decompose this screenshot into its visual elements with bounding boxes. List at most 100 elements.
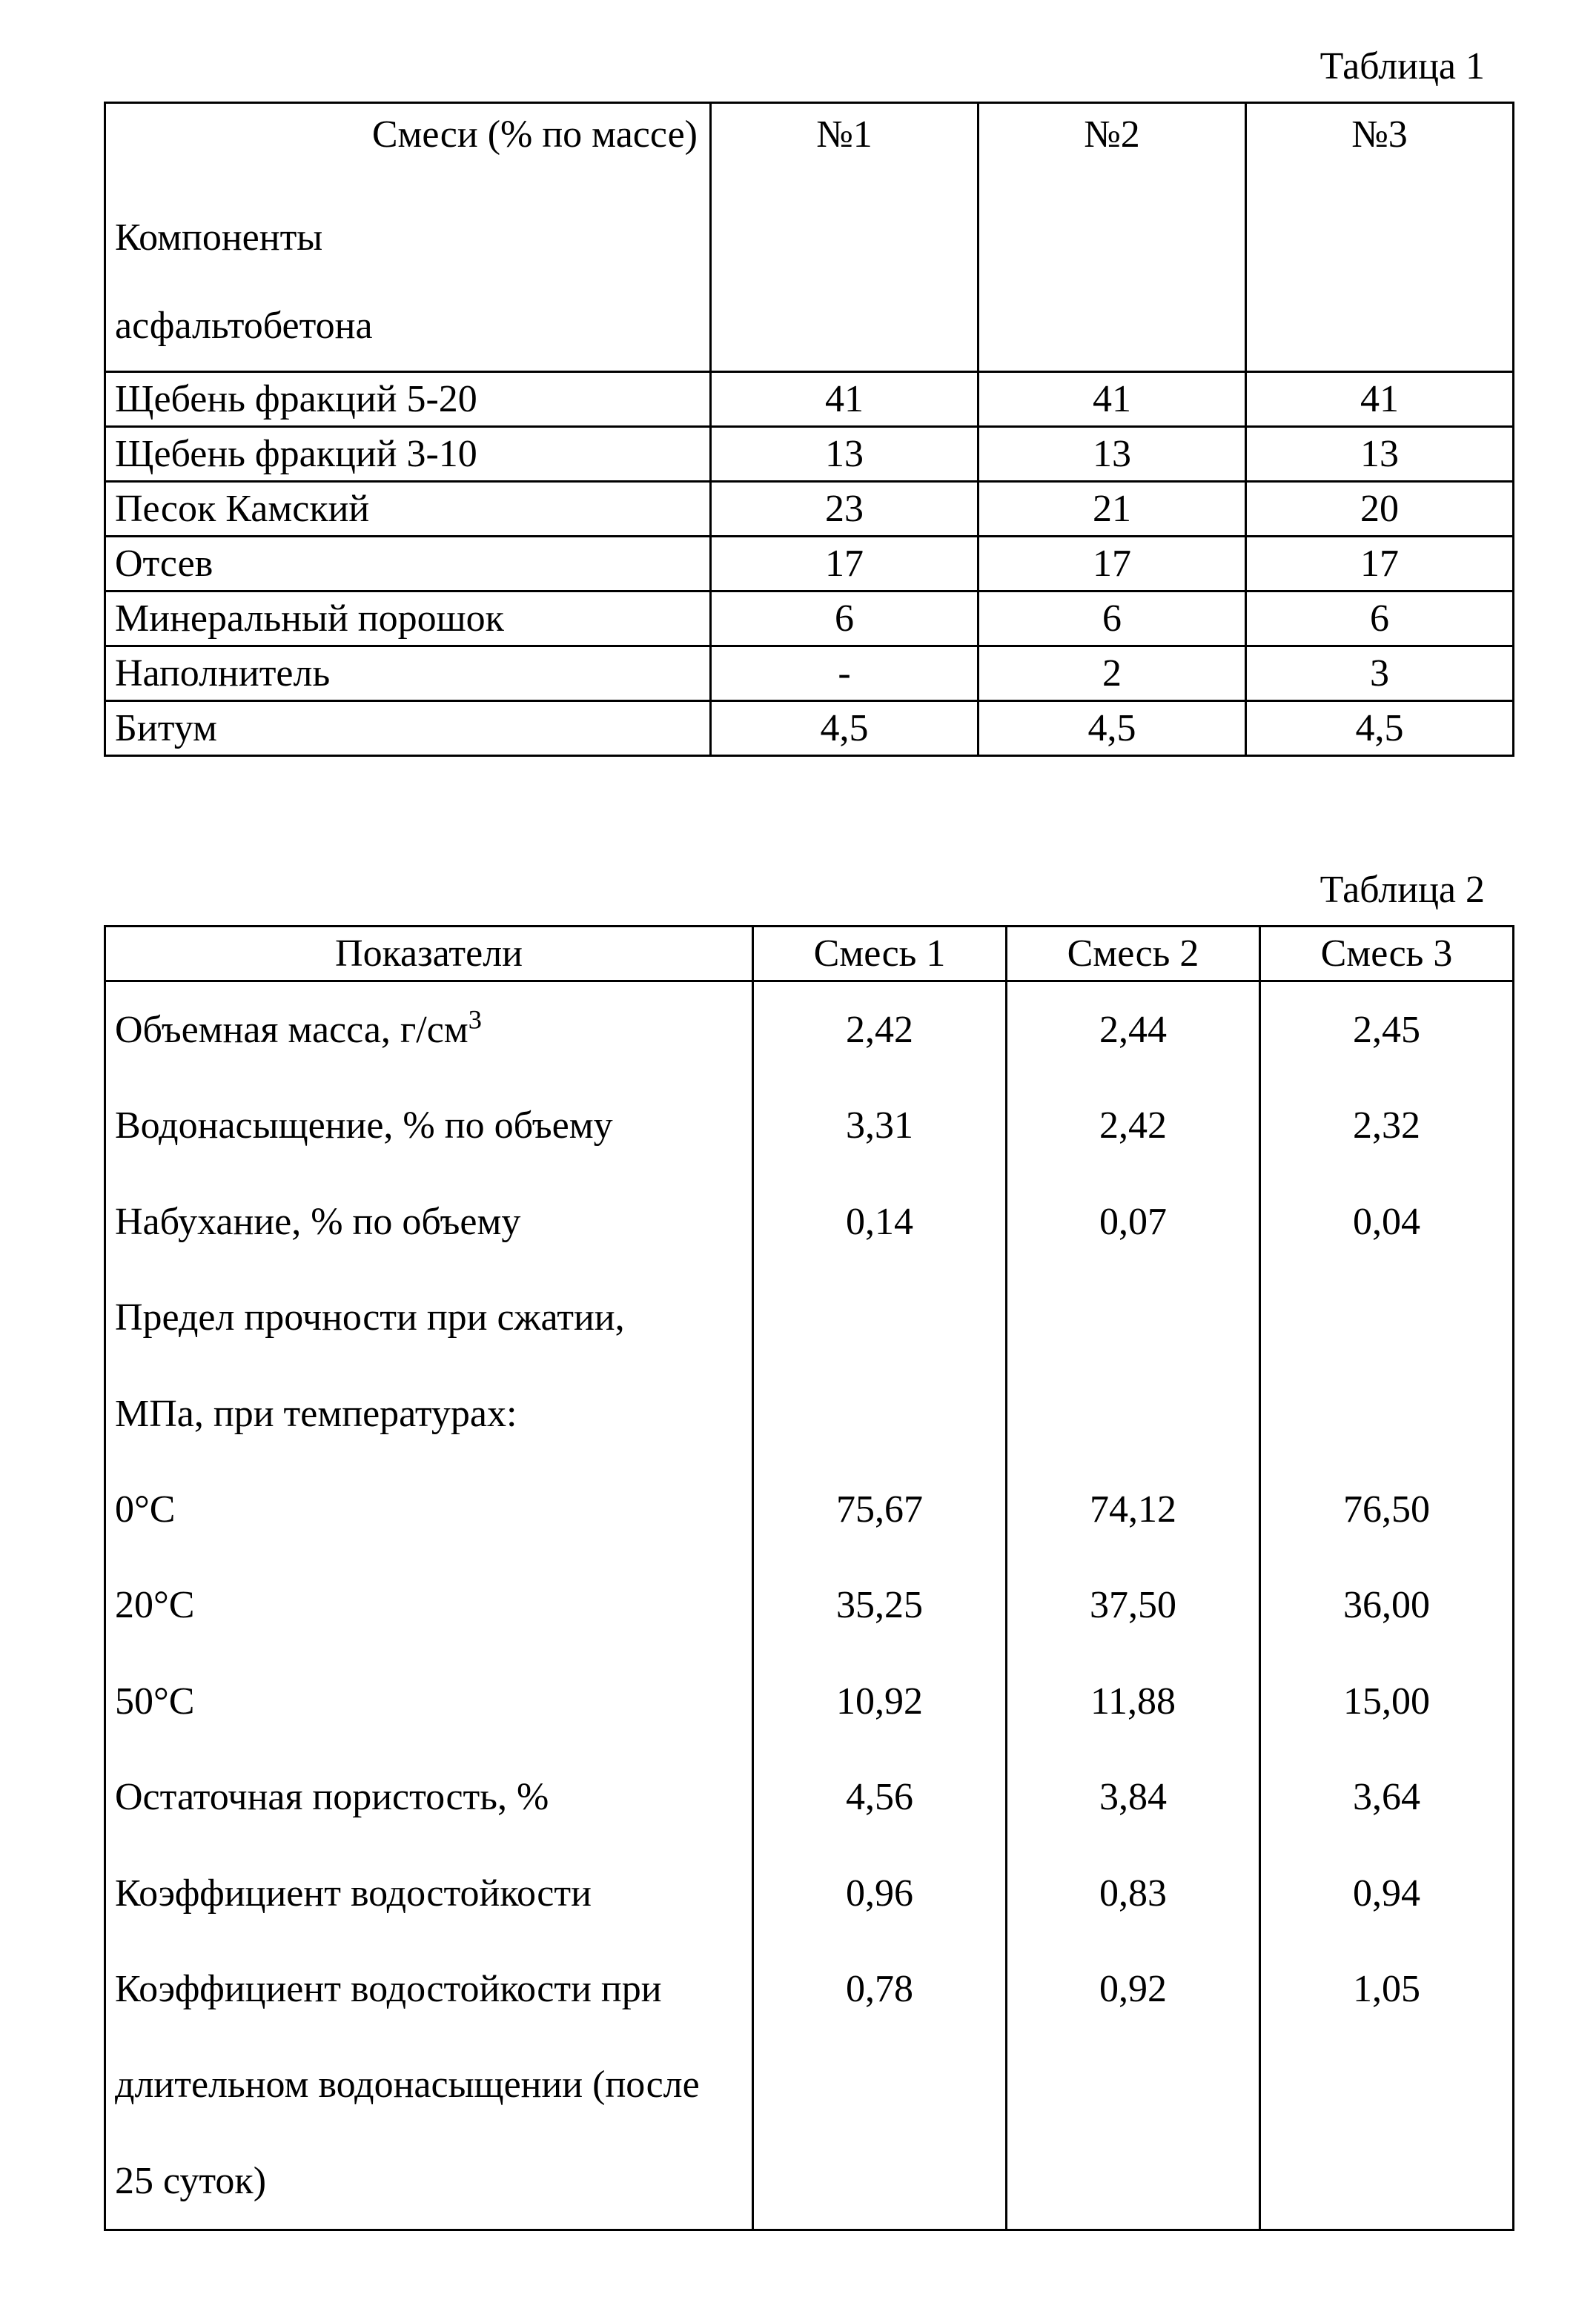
- table2-cell: 0,83: [1007, 1846, 1260, 1941]
- table2-cell: 36,00: [1260, 1557, 1514, 1653]
- table1-col-3: №3: [1246, 103, 1514, 372]
- table1-cell: 4,5: [711, 701, 979, 756]
- table-row: Водонасыщение, % по объему3,312,422,32: [105, 1078, 1514, 1173]
- table2-col-1: Смесь 1: [753, 927, 1007, 981]
- table2-cell: 74,12: [1007, 1462, 1260, 1557]
- table2-cell: 11,88: [1007, 1654, 1260, 1749]
- table1-row-label: Песок Камский: [105, 482, 711, 537]
- table1: Смеси (% по массе) Компоненты асфальтобе…: [104, 102, 1514, 757]
- table-row: Набухание, % по объему0,140,070,04: [105, 1174, 1514, 1270]
- table-row: 20°С35,2537,5036,00: [105, 1557, 1514, 1653]
- table1-cell: 2: [979, 646, 1246, 701]
- table1-cell: 13: [979, 427, 1246, 482]
- table-row: Минеральный порошок666: [105, 591, 1514, 646]
- table2-cell: [753, 2133, 1007, 2230]
- table2-header-label: Показатели: [105, 927, 753, 981]
- table1-row-label: Битум: [105, 701, 711, 756]
- table2-cell: 0,07: [1007, 1174, 1260, 1270]
- table2-cell: 76,50: [1260, 1462, 1514, 1557]
- table2-cell: [753, 1366, 1007, 1462]
- table2-cell: 3,31: [753, 1078, 1007, 1173]
- table1-cell: 17: [711, 537, 979, 591]
- table2-cell: 35,25: [753, 1557, 1007, 1653]
- table2-cell: [1007, 1270, 1260, 1365]
- table-row: Щебень фракций 5-20414141: [105, 372, 1514, 427]
- table1-row-label: Наполнитель: [105, 646, 711, 701]
- table-row: 25 суток): [105, 2133, 1514, 2230]
- table1-cell: 6: [1246, 591, 1514, 646]
- table-row: Отсев171717: [105, 537, 1514, 591]
- table1-cell: 6: [979, 591, 1246, 646]
- table1-cell: 41: [1246, 372, 1514, 427]
- table2-cell: 0,92: [1007, 1941, 1260, 2037]
- table2-cell: 2,42: [1007, 1078, 1260, 1173]
- table-row: Предел прочности при сжатии,: [105, 1270, 1514, 1365]
- table1-cell: 17: [1246, 537, 1514, 591]
- table1-caption: Таблица 1: [104, 44, 1485, 88]
- table1-cell: 41: [711, 372, 979, 427]
- table-row: Коэффициент водостойкости при0,780,921,0…: [105, 1941, 1514, 2037]
- table1-cell: 13: [711, 427, 979, 482]
- table1-cell: 41: [979, 372, 1246, 427]
- table1-row-label: Минеральный порошок: [105, 591, 711, 646]
- table2-cell: 2,42: [753, 981, 1007, 1078]
- table-row: 50°С10,9211,8815,00: [105, 1654, 1514, 1749]
- table2-header-row: Показатели Смесь 1 Смесь 2 Смесь 3: [105, 927, 1514, 981]
- table2-col-3: Смесь 3: [1260, 927, 1514, 981]
- table2-cell: 2,44: [1007, 981, 1260, 1078]
- table2-cell: 15,00: [1260, 1654, 1514, 1749]
- table1-cell: -: [711, 646, 979, 701]
- table2-cell: [1260, 1366, 1514, 1462]
- table1-cell: 13: [1246, 427, 1514, 482]
- table2-cell: 1,05: [1260, 1941, 1514, 2037]
- table1-header-mid: Компоненты: [106, 156, 709, 259]
- table2-row-label: 25 суток): [105, 2133, 753, 2230]
- table-row: 0°С75,6774,1276,50: [105, 1462, 1514, 1557]
- table1-row-label: Щебень фракций 5-20: [105, 372, 711, 427]
- table1-cell: 23: [711, 482, 979, 537]
- table-row: Битум4,54,54,5: [105, 701, 1514, 756]
- table2-row-label: Коэффициент водостойкости: [105, 1846, 753, 1941]
- table1-col-1: №1: [711, 103, 979, 372]
- table2-row-label: Водонасыщение, % по объему: [105, 1078, 753, 1173]
- table1-cell: 17: [979, 537, 1246, 591]
- table2: Показатели Смесь 1 Смесь 2 Смесь 3 Объем…: [104, 925, 1514, 2231]
- table2-cell: 3,84: [1007, 1749, 1260, 1845]
- table1-header-top: Смеси (% по массе): [106, 104, 709, 156]
- table1-cell: 3: [1246, 646, 1514, 701]
- table2-cell: 2,32: [1260, 1078, 1514, 1173]
- table-row: Песок Камский232120: [105, 482, 1514, 537]
- table1-cell: 4,5: [979, 701, 1246, 756]
- table1-header-bot: асфальтобетона: [106, 259, 709, 348]
- table2-cell: 4,56: [753, 1749, 1007, 1845]
- table-row: Коэффициент водостойкости0,960,830,94: [105, 1846, 1514, 1941]
- table2-cell: [753, 1270, 1007, 1365]
- table2-row-label: Предел прочности при сжатии,: [105, 1270, 753, 1365]
- table-row: Объемная масса, г/см32,422,442,45: [105, 981, 1514, 1078]
- table2-cell: 0,04: [1260, 1174, 1514, 1270]
- table2-cell: 2,45: [1260, 981, 1514, 1078]
- table1-header-cell: Смеси (% по массе) Компоненты асфальтобе…: [105, 103, 711, 372]
- table-row: Наполнитель-23: [105, 646, 1514, 701]
- table1-cell: 20: [1246, 482, 1514, 537]
- table2-row-label: Остаточная пористость, %: [105, 1749, 753, 1845]
- table2-cell: 0,78: [753, 1941, 1007, 2037]
- table-row: Щебень фракций 3-10131313: [105, 427, 1514, 482]
- table2-cell: 0,96: [753, 1846, 1007, 1941]
- table-row: Остаточная пористость, %4,563,843,64: [105, 1749, 1514, 1845]
- table2-cell: 10,92: [753, 1654, 1007, 1749]
- table2-cell: [1007, 1366, 1260, 1462]
- table2-cell: 75,67: [753, 1462, 1007, 1557]
- table2-col-2: Смесь 2: [1007, 927, 1260, 981]
- table2-cell: 3,64: [1260, 1749, 1514, 1845]
- table1-row-label: Щебень фракций 3-10: [105, 427, 711, 482]
- table2-row-label: Коэффициент водостойкости при: [105, 1941, 753, 2037]
- table2-row-label: 0°С: [105, 1462, 753, 1557]
- table2-cell: 0,14: [753, 1174, 1007, 1270]
- table2-cell: [1260, 2133, 1514, 2230]
- table2-cell: [1007, 2133, 1260, 2230]
- table2-caption: Таблица 2: [104, 868, 1485, 912]
- table1-row-label: Отсев: [105, 537, 711, 591]
- table2-row-label: 20°С: [105, 1557, 753, 1653]
- table-row: МПа, при температурах:: [105, 1366, 1514, 1462]
